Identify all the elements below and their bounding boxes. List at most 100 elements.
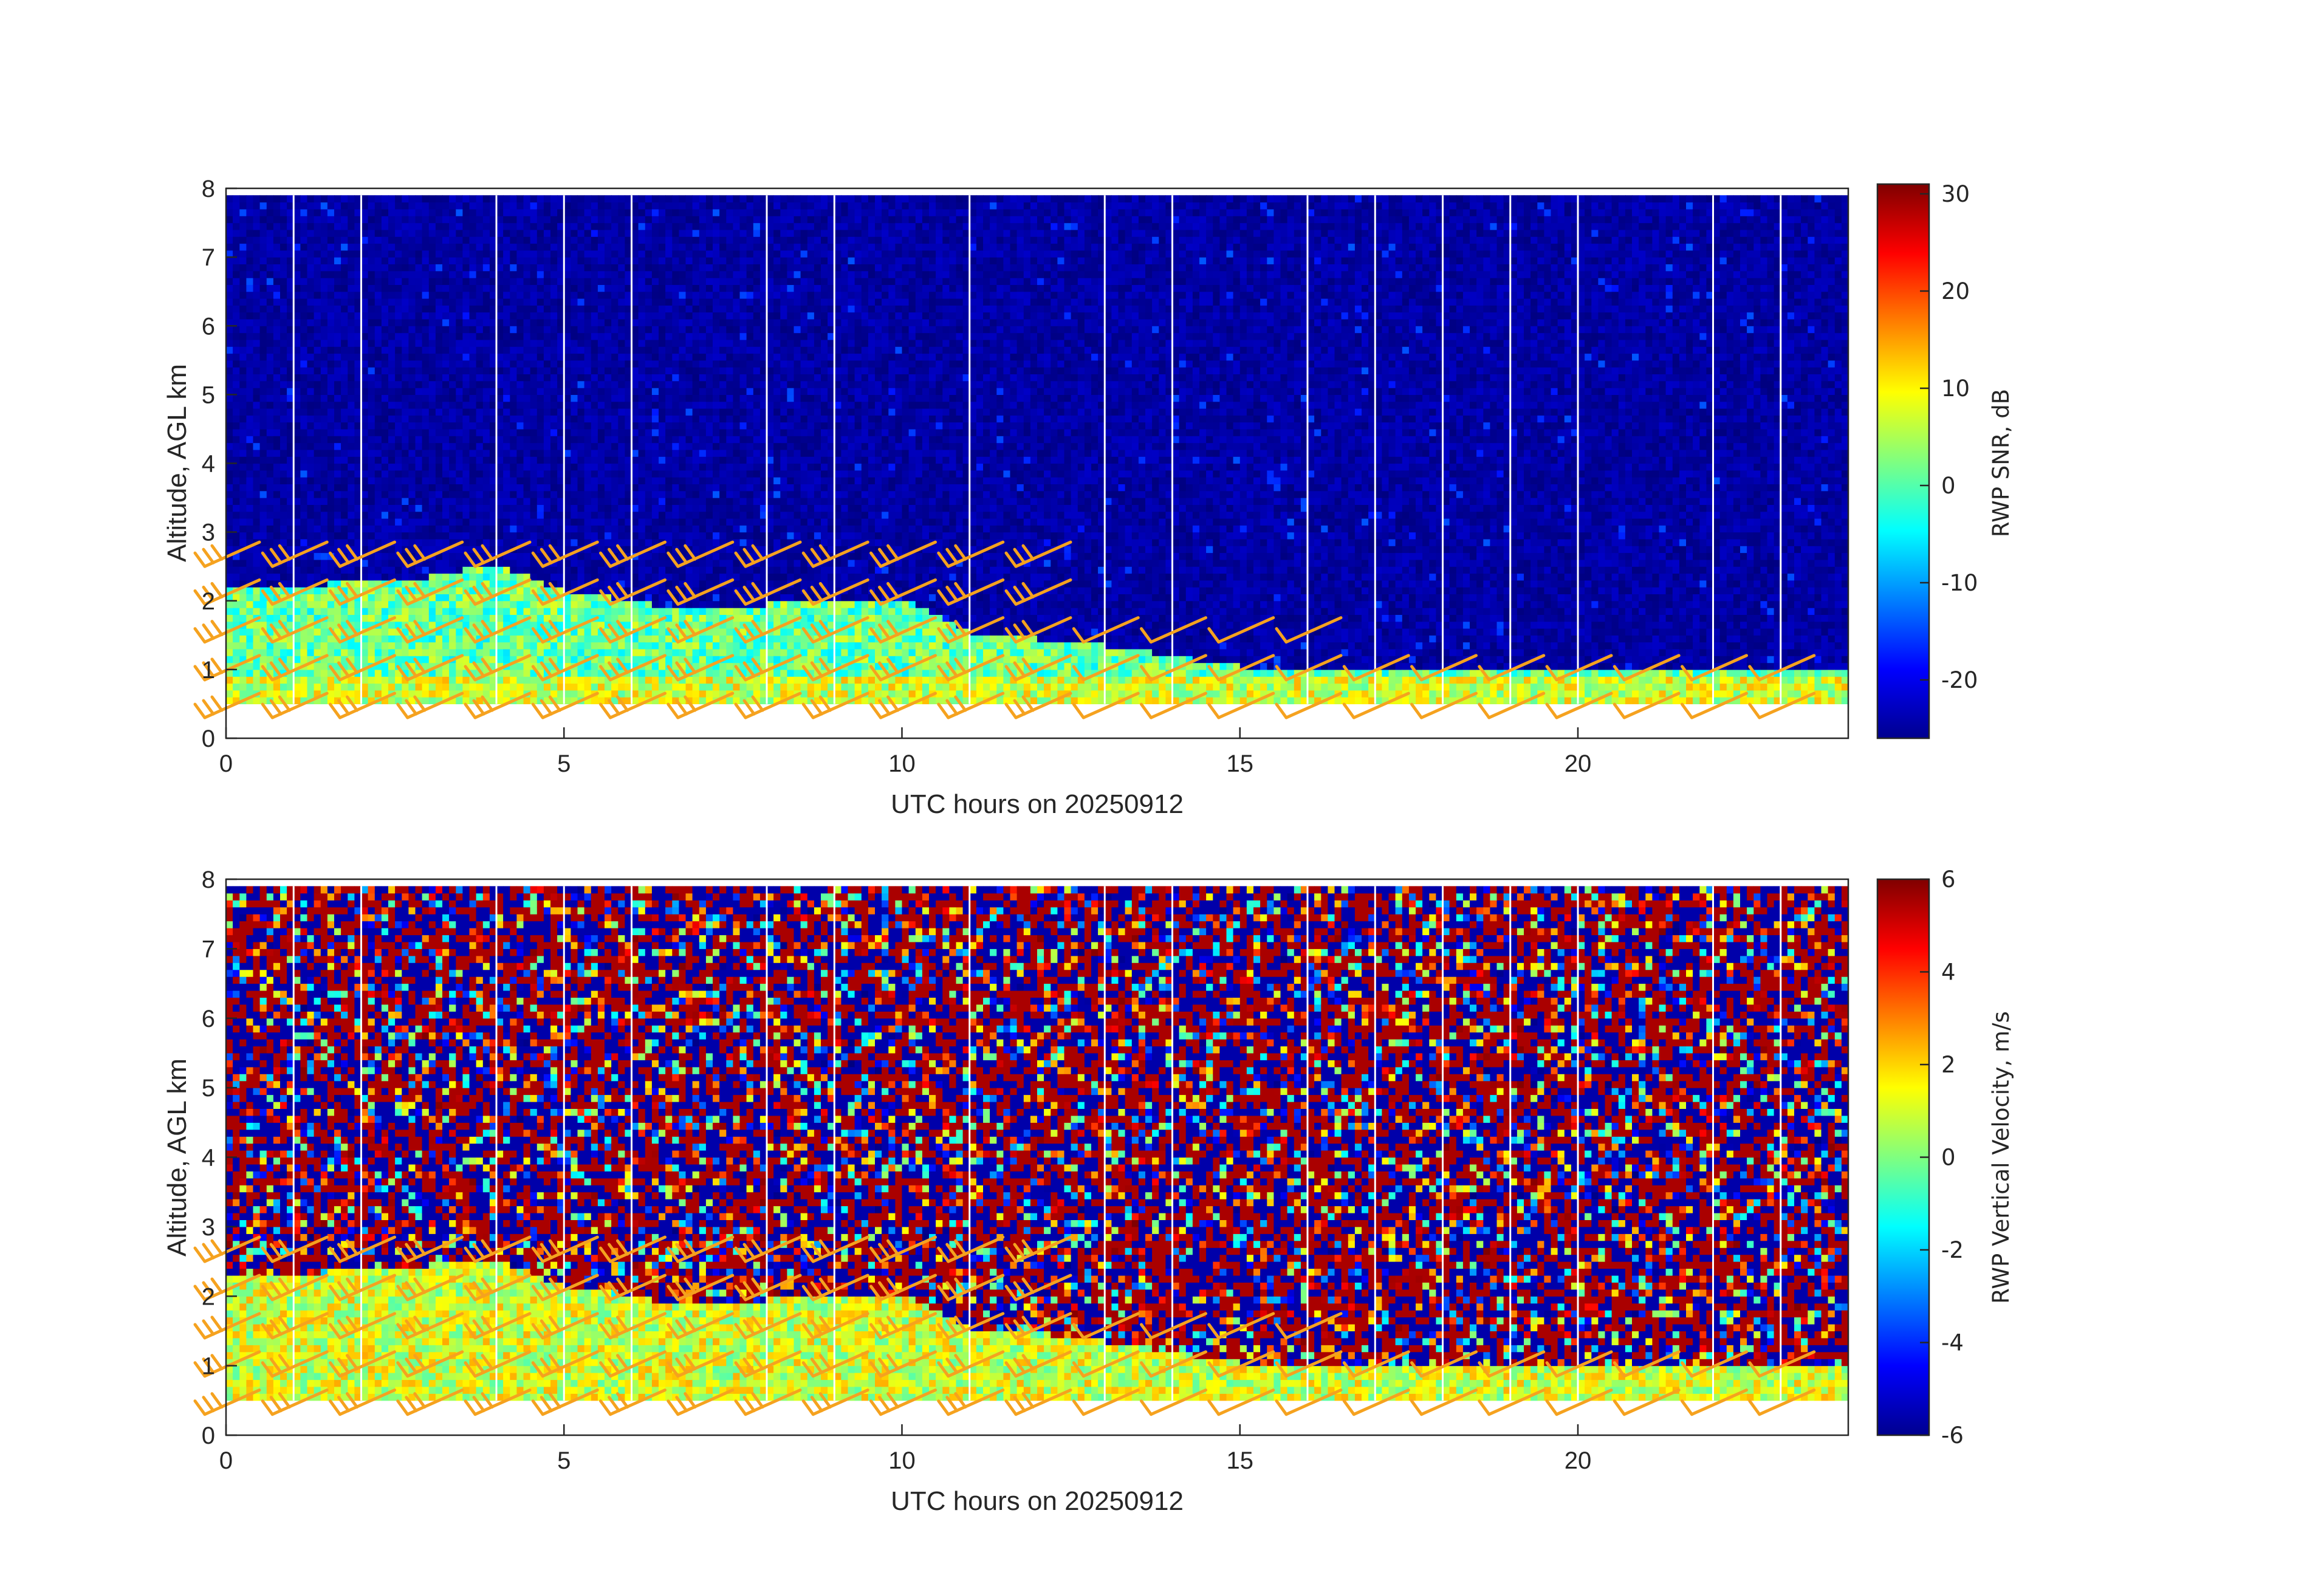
snr-heatmap-cell <box>321 408 328 416</box>
snr-heatmap-cell <box>524 381 531 388</box>
snr-heatmap-cell <box>395 532 402 540</box>
snr-heatmap-cell <box>280 525 287 532</box>
snr-heatmap-cell <box>550 374 558 381</box>
snr-heatmap-cell <box>368 580 375 588</box>
snr-heatmap-cell <box>584 450 592 457</box>
snr-heatmap-cell <box>314 443 321 450</box>
snr-heatmap-cell <box>550 312 558 320</box>
snr-heatmap-cell <box>496 354 504 361</box>
snr-heatmap-cell <box>382 566 389 574</box>
snr-heatmap-cell <box>524 498 531 505</box>
snr-heatmap-cell <box>260 209 267 216</box>
snr-heatmap-cell <box>571 684 578 691</box>
snr-heatmap-cell <box>652 601 659 608</box>
snr-heatmap-cell <box>280 264 287 271</box>
snr-heatmap-cell <box>584 326 592 333</box>
snr-heatmap-cell <box>233 656 240 663</box>
snr-heatmap-cell <box>516 278 524 285</box>
snr-heatmap-cell <box>605 470 612 478</box>
snr-heatmap-cell <box>564 676 571 684</box>
snr-heatmap-cell <box>300 209 307 216</box>
snr-heatmap-cell <box>314 663 321 670</box>
snr-heatmap-cell <box>571 230 578 237</box>
snr-heatmap-cell <box>260 429 267 436</box>
snr-heatmap-cell <box>253 601 261 608</box>
snr-heatmap-cell <box>571 402 578 409</box>
snr-heatmap-cell <box>273 340 281 347</box>
snr-heatmap-cell <box>280 642 287 650</box>
snr-heatmap-cell <box>395 298 402 306</box>
snr-heatmap-cell <box>416 312 423 320</box>
snr-heatmap-cell <box>246 271 253 278</box>
snr-heatmap-cell <box>314 566 321 574</box>
snr-heatmap-cell <box>483 642 490 650</box>
snr-heatmap-cell <box>618 319 625 326</box>
snr-heatmap-cell <box>362 292 369 299</box>
snr-heatmap-cell <box>470 367 477 374</box>
snr-heatmap-cell <box>442 209 450 216</box>
snr-heatmap-cell <box>408 450 416 457</box>
snr-heatmap-cell <box>618 360 625 368</box>
snr-heatmap-cell <box>591 278 598 285</box>
snr-heatmap-cell <box>442 298 450 306</box>
snr-heatmap-cell <box>462 491 470 498</box>
snr-heatmap-cell <box>544 326 551 333</box>
snr-heatmap-cell <box>645 422 653 430</box>
snr-heatmap-cell <box>652 663 659 670</box>
snr-heatmap-cell <box>578 690 585 698</box>
snr-heatmap-cell <box>429 566 436 574</box>
snr-heatmap-cell <box>456 367 463 374</box>
snr-heatmap-cell <box>280 202 287 210</box>
snr-heatmap-cell <box>591 402 598 409</box>
snr-heatmap-cell <box>476 292 484 299</box>
snr-heatmap-cell <box>456 470 463 478</box>
snr-heatmap-cell <box>375 594 382 601</box>
snr-heatmap-cell <box>307 360 315 368</box>
snr-heatmap-cell <box>456 346 463 354</box>
snr-heatmap-cell <box>362 230 369 237</box>
snr-heatmap-cell <box>260 195 267 202</box>
snr-heatmap-cell <box>516 443 524 450</box>
snr-heatmap-cell <box>368 312 375 320</box>
snr-heatmap-cell <box>416 690 423 698</box>
snr-heatmap-cell <box>314 340 321 347</box>
snr-heatmap-cell <box>280 312 287 320</box>
snr-heatmap-cell <box>524 236 531 244</box>
snr-heatmap-cell <box>260 202 267 210</box>
snr-heatmap-cell <box>470 690 477 698</box>
snr-heatmap-cell <box>280 394 287 402</box>
snr-heatmap-cell <box>578 216 585 223</box>
snr-heatmap-cell <box>659 374 666 381</box>
snr-heatmap-cell <box>659 477 666 484</box>
snr-heatmap-cell <box>659 278 666 285</box>
snr-heatmap-cell <box>348 374 355 381</box>
snr-heatmap-cell <box>253 429 261 436</box>
snr-heatmap-cell <box>516 340 524 347</box>
snr-heatmap-cell <box>510 236 517 244</box>
snr-heatmap-cell <box>483 354 490 361</box>
snr-heatmap-cell <box>537 450 544 457</box>
snr-heatmap-cell <box>550 614 558 622</box>
snr-heatmap-cell <box>246 388 253 395</box>
snr-heatmap-cell <box>544 216 551 223</box>
snr-heatmap-cell <box>598 614 605 622</box>
snr-heatmap-cell <box>578 504 585 512</box>
snr-heatmap-cell <box>462 374 470 381</box>
snr-heatmap-cell <box>382 354 389 361</box>
snr-heatmap-cell <box>449 649 456 656</box>
snr-heatmap-cell <box>578 326 585 333</box>
snr-heatmap-cell <box>516 484 524 491</box>
snr-heatmap-cell <box>449 312 456 320</box>
snr-heatmap-cell <box>462 484 470 491</box>
snr-heatmap-cell <box>605 340 612 347</box>
snr-heatmap-cell <box>327 518 335 526</box>
snr-heatmap-cell <box>462 209 470 216</box>
snr-heatmap-cell <box>571 642 578 650</box>
snr-heatmap-cell <box>483 257 490 264</box>
snr-heatmap-cell <box>362 264 369 271</box>
snr-heatmap-cell <box>632 477 639 484</box>
snr-heatmap-cell <box>578 429 585 436</box>
snr-heatmap-cell <box>422 443 430 450</box>
snr-heatmap-cell <box>578 436 585 443</box>
snr-heatmap-cell <box>334 684 341 691</box>
